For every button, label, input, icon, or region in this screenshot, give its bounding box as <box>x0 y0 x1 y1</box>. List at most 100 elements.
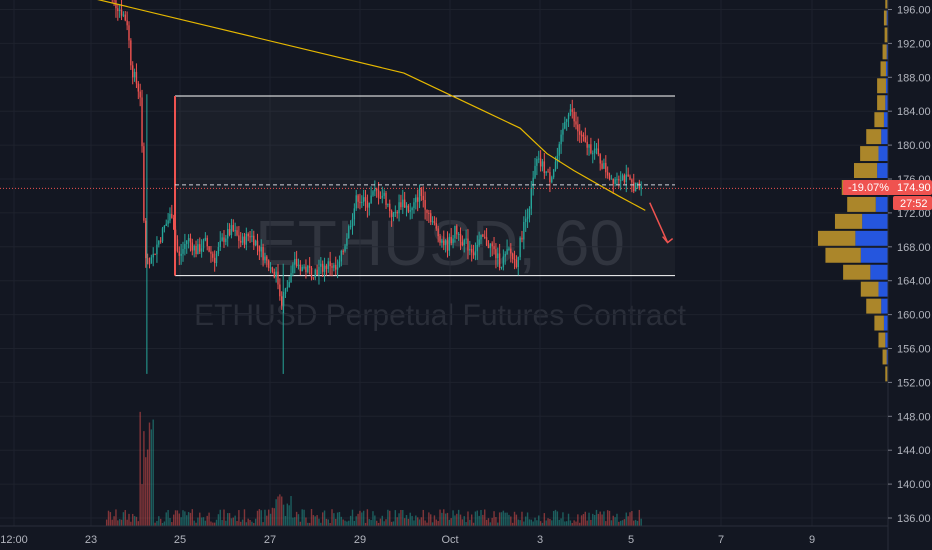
candle-body <box>200 248 203 252</box>
volume-bar <box>415 515 417 526</box>
volume-bar <box>368 519 370 526</box>
profile-up-bar <box>885 332 888 348</box>
candle-body <box>163 225 166 229</box>
volume-bar <box>316 515 318 526</box>
volume-bar <box>389 510 391 526</box>
candle-body <box>374 188 376 192</box>
candle-body <box>469 248 471 251</box>
volume-bar <box>536 520 538 526</box>
candle-body <box>120 9 123 16</box>
volume-bar <box>426 522 428 526</box>
volume-bar <box>612 515 614 526</box>
candle-body <box>422 195 424 201</box>
candle-body <box>299 264 302 272</box>
candle-body <box>519 237 521 258</box>
candle-body <box>552 169 555 178</box>
volume-bar <box>556 511 559 526</box>
moving-average-line[interactable] <box>69 0 646 211</box>
price-axis[interactable]: 136.00 140.00 144.00 148.00 152.00 156.00 160.… <box>887 0 931 550</box>
volume-bar <box>452 510 454 526</box>
volume-bar <box>606 510 609 526</box>
candle-body <box>491 243 493 247</box>
volume-bar <box>230 518 233 526</box>
volume-bar <box>247 518 249 526</box>
volume-bar <box>154 522 156 526</box>
candle-body <box>316 269 318 275</box>
candle-body <box>245 233 248 245</box>
candle-body <box>204 237 207 241</box>
candle-body <box>137 83 140 92</box>
profile-down-bar <box>877 95 886 111</box>
volume-bar <box>279 494 281 526</box>
volume-bar <box>292 517 294 526</box>
candle-body <box>551 177 553 183</box>
y-tick-label: 172.00 <box>897 208 931 220</box>
volume-bar <box>333 513 335 526</box>
volume-bar <box>487 518 490 526</box>
volume-bar <box>457 509 460 526</box>
volume-bar <box>502 510 505 526</box>
candle-body <box>498 253 501 268</box>
profile-up-bar <box>855 230 888 246</box>
candle-body <box>325 265 328 269</box>
candle-body <box>454 225 456 239</box>
volume-bar <box>493 511 495 526</box>
volume-bar <box>109 512 112 526</box>
candles <box>111 0 642 374</box>
candle-body <box>197 244 199 255</box>
candle-body <box>515 259 518 267</box>
candle-body <box>424 200 426 210</box>
candle-body <box>172 217 175 230</box>
volume-bar <box>586 520 588 526</box>
candle-body <box>584 136 587 142</box>
volume-bar <box>351 509 354 526</box>
profile-up-bar <box>881 129 888 145</box>
candle-body <box>208 246 210 252</box>
volume-bar <box>295 511 298 526</box>
candle-body <box>461 241 464 245</box>
volume-bar <box>593 514 596 526</box>
time-axis[interactable]: 12:00 23 25 27 29 Oct 3 5 7 9 <box>0 525 888 546</box>
candle-body <box>342 250 344 252</box>
candle-body <box>459 233 462 242</box>
range-box[interactable] <box>174 95 675 277</box>
volume-bar <box>146 449 149 526</box>
volume-bar <box>484 509 486 526</box>
candle-body <box>523 221 525 240</box>
candle-body <box>631 179 633 183</box>
candle-body <box>603 162 605 169</box>
candle-body <box>463 239 465 245</box>
countdown-background <box>893 196 932 210</box>
volume-bar <box>513 511 516 526</box>
candle-body <box>228 229 231 235</box>
candle-body <box>593 148 596 154</box>
candle-body <box>536 159 538 166</box>
volume-bar <box>498 512 501 526</box>
volume-bar <box>448 519 451 526</box>
projection-arrow[interactable] <box>649 202 674 244</box>
candle-body <box>340 250 343 262</box>
candle-body <box>389 203 391 211</box>
candle-body <box>294 258 296 265</box>
volume-bar <box>625 512 627 526</box>
candle-body <box>279 284 281 297</box>
candle-body <box>582 134 585 137</box>
candle-body <box>413 202 415 208</box>
current-price-badge: -19.07% 174.90 27:52 <box>843 180 932 210</box>
y-tick-label: 168.00 <box>897 242 931 254</box>
volume-bar <box>547 518 549 526</box>
volume-bar <box>245 522 248 526</box>
candle-body <box>470 248 473 253</box>
volume-bar <box>463 516 465 526</box>
volume-bar <box>355 516 357 526</box>
volume-bar <box>416 517 419 526</box>
volume-bar <box>206 515 208 526</box>
volume-bar <box>238 510 240 526</box>
candle-body <box>351 219 354 227</box>
candle-body <box>271 267 274 272</box>
profile-up-bar <box>862 213 888 229</box>
volume-bar <box>539 521 542 526</box>
candle-body <box>616 179 618 181</box>
candle-body <box>184 243 186 249</box>
